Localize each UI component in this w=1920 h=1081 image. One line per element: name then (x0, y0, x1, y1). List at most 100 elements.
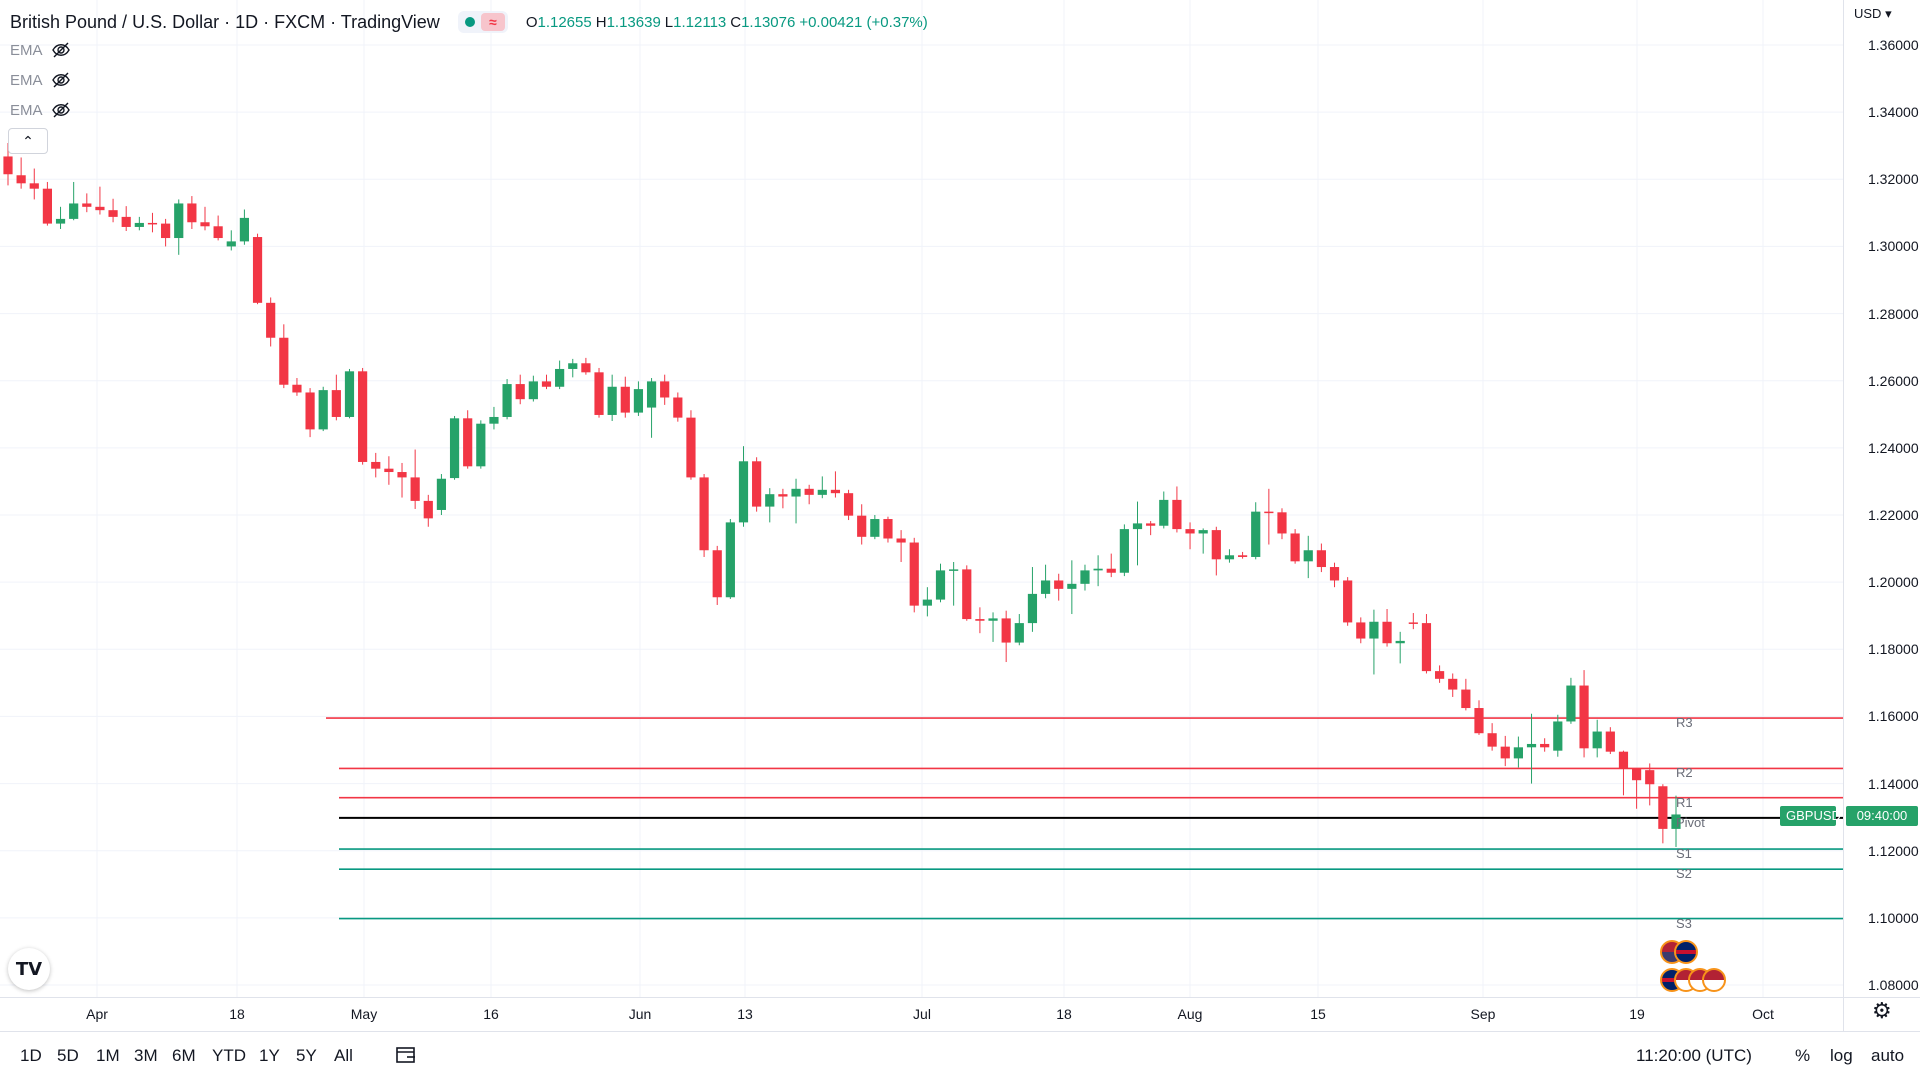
candle (646, 378, 657, 438)
candle-body (804, 488, 814, 495)
candle-body (1027, 593, 1038, 624)
candle-body (922, 599, 932, 606)
candle-body (1369, 621, 1379, 639)
candle-body (3, 156, 13, 175)
candle (607, 374, 617, 421)
candle (1632, 768, 1642, 809)
tradingview-logo[interactable]: TV (8, 948, 50, 990)
timeframe-button-1m[interactable]: 1M (96, 1046, 120, 1065)
timeframe-button-ytd[interactable]: YTD (212, 1046, 246, 1065)
candle-body (1067, 583, 1077, 589)
candle (384, 456, 394, 485)
candle-body (1434, 671, 1445, 679)
timeframe-button-6m[interactable]: 6M (172, 1046, 196, 1065)
candle (843, 489, 854, 521)
currency-selector[interactable]: USD ▾ (1854, 6, 1892, 21)
collapse-indicators-button[interactable]: ⌃ (8, 128, 48, 154)
timeframe-button-1d[interactable]: 1D (20, 1046, 42, 1065)
timeframe-button-1y[interactable]: 1Y (259, 1046, 280, 1065)
candle (1500, 735, 1510, 767)
candle (423, 494, 433, 527)
candle (1146, 521, 1156, 536)
utc-clock[interactable]: 11:20:00 (UTC) (1636, 1046, 1752, 1065)
candle (1054, 573, 1064, 601)
candle-body (1054, 580, 1064, 589)
candle-body (1316, 550, 1326, 568)
candle-body (436, 478, 447, 510)
ohlc-key: H (595, 13, 607, 31)
candle-body (896, 538, 906, 543)
ohlc-value: 1.12113 (673, 13, 727, 31)
eye-off-icon[interactable] (51, 40, 71, 60)
auto-scale-toggle[interactable]: auto (1871, 1046, 1905, 1065)
symbol-title[interactable]: British Pound / U.S. Dollar · 1D · FXCM … (10, 11, 440, 32)
candle (1277, 508, 1287, 540)
ohlc-value: 1.12655 (537, 13, 592, 31)
candle (1382, 609, 1392, 647)
candle (55, 206, 66, 229)
timeframe-button-3m[interactable]: 3M (134, 1046, 158, 1065)
candle (883, 516, 893, 543)
pivot-label-s2: S2 (1676, 866, 1692, 882)
timeframe-button-5d[interactable]: 5D (57, 1046, 79, 1065)
candle (69, 181, 79, 221)
indicator-label: EMA (10, 41, 43, 59)
candle-body (252, 237, 263, 303)
price-tick-label: 1.18000 (1868, 641, 1919, 658)
candle-body (1632, 768, 1642, 781)
price-tick-label: 1.12000 (1868, 842, 1919, 859)
candle-body (1001, 618, 1011, 643)
indicator-ema-row[interactable]: EMA (10, 98, 71, 122)
ohlc-value: 1.13639 (606, 13, 661, 31)
candle-body (95, 206, 105, 211)
percent-scale-toggle[interactable]: % (1795, 1046, 1811, 1065)
date-range-icon[interactable] (395, 1045, 417, 1065)
candle-body (1605, 731, 1615, 752)
candle (121, 206, 131, 231)
candle-body (555, 368, 565, 387)
candle-body (410, 477, 420, 501)
timeframe-button-5y[interactable]: 5Y (296, 1046, 317, 1065)
candle (1185, 522, 1195, 550)
candle (108, 198, 118, 223)
candle (1395, 631, 1405, 664)
timeframe-button-all[interactable]: All (334, 1046, 353, 1065)
candle-body (1251, 511, 1261, 557)
candle (436, 474, 447, 515)
ohlc-item: O1.12655 (526, 14, 592, 31)
candle (226, 230, 236, 251)
candle (410, 449, 420, 509)
gear-icon[interactable]: ⚙ (1872, 998, 1892, 1023)
candle-body (883, 519, 893, 539)
indicator-ema-row[interactable]: EMA (10, 38, 71, 62)
candle (949, 562, 959, 606)
candle (449, 415, 460, 480)
candle-body (1645, 770, 1655, 785)
uk-event-flag-icon[interactable] (1674, 940, 1698, 964)
time-tick-label: Jun (628, 1006, 652, 1022)
candle-body (1395, 640, 1405, 644)
eye-off-icon[interactable] (51, 100, 71, 120)
candle (200, 206, 210, 231)
candle-body (1159, 499, 1169, 526)
candle-body (1119, 529, 1129, 573)
eye-off-icon[interactable] (51, 70, 71, 90)
candle-body (541, 381, 552, 387)
candle-body (463, 418, 473, 467)
log-scale-toggle[interactable]: log (1830, 1046, 1853, 1065)
market-status-pill[interactable]: ≈ (457, 11, 508, 33)
candle-body (830, 489, 841, 494)
candle (1513, 736, 1523, 768)
candle-body (1093, 568, 1103, 571)
us-event-flag-icon[interactable] (1702, 968, 1726, 992)
candle (1579, 670, 1589, 758)
indicator-ema-row[interactable]: EMA (10, 68, 71, 92)
candle (765, 488, 775, 523)
ohlc-key: C (730, 13, 742, 31)
candle (1027, 567, 1038, 632)
candle (476, 420, 486, 469)
pivot-label-s3: S3 (1676, 915, 1692, 931)
candle (1198, 528, 1208, 554)
candle-body (108, 210, 118, 217)
